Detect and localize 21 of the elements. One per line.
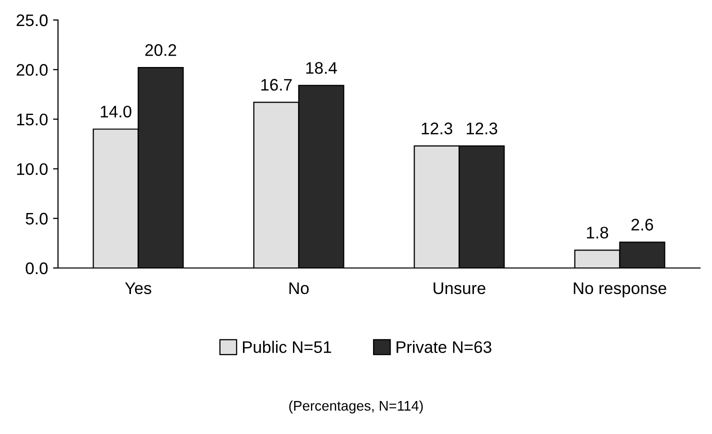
y-tick-label: 10.0 <box>17 163 48 176</box>
data-label: 18.4 <box>306 62 337 74</box>
legend-label: Private N=63 <box>396 340 492 354</box>
x-tick-label: Unsure <box>434 282 486 294</box>
x-tick-label: No <box>289 282 309 294</box>
data-label: 20.2 <box>145 44 176 56</box>
y-tick-label: 25.0 <box>16 14 48 26</box>
x-tick-label: Yes <box>125 282 152 294</box>
data-label: 16.7 <box>261 78 292 91</box>
data-label: 12.3 <box>422 122 452 134</box>
data-label: 1.8 <box>586 226 608 239</box>
y-tick-label: 5.0 <box>26 212 48 225</box>
text: (Percentages, N=114) <box>289 400 423 414</box>
y-tick-label: 20.0 <box>16 64 48 76</box>
data-label: 2.6 <box>631 218 654 231</box>
y-tick-label: 0.0 <box>26 262 48 274</box>
data-label: 14.0 <box>100 106 132 118</box>
y-tick-label: 15.0 <box>17 114 48 126</box>
x-tick-label: No response <box>574 282 666 298</box>
data-label: 12.3 <box>466 122 498 134</box>
legend-label: Public N=51 <box>242 340 332 354</box>
